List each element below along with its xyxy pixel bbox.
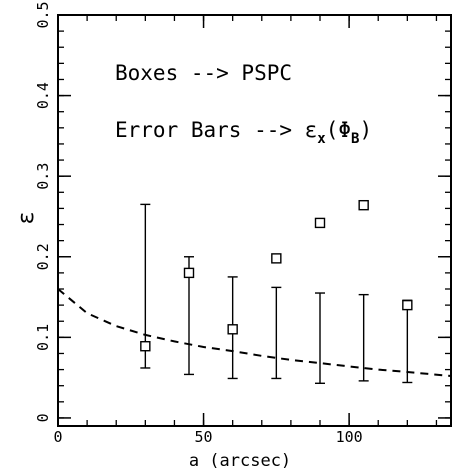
- error-bar: [140, 203, 151, 369]
- model-curve: [57, 288, 452, 377]
- x-axis-title: a (arcsec): [189, 451, 291, 471]
- annotation-boxes: Boxes --> PSPC: [115, 61, 292, 85]
- y-tick-label: 0.5: [34, 1, 52, 28]
- x-tick-label: 0: [53, 428, 62, 446]
- pspc-box-marker: [358, 199, 369, 211]
- x-tick-label: 100: [336, 428, 363, 446]
- tick-labels: 0 50 100 0 0.1 0.2 0.3 0.4 0.5: [34, 1, 363, 446]
- pspc-box-marker: [140, 341, 151, 352]
- model-curve-layer: [57, 288, 452, 377]
- pspc-box-marker: [183, 267, 195, 279]
- pspc-box-marker: [402, 299, 413, 311]
- y-tick-label: 0.3: [34, 163, 52, 190]
- plot-frame: [57, 14, 452, 427]
- y-axis-title: ε: [14, 211, 39, 224]
- pspc-boxes-layer: [140, 199, 413, 352]
- pspc-box-marker: [271, 253, 282, 264]
- error-bar: [402, 299, 413, 384]
- y-tick-label: 0.2: [34, 243, 52, 270]
- x-tick-label: 50: [195, 428, 213, 446]
- y-tick-label: 0.4: [34, 82, 52, 109]
- error-bar: [271, 286, 282, 380]
- pspc-box-marker: [227, 324, 238, 335]
- y-tick-label: 0.1: [34, 324, 52, 351]
- error-bar: [315, 292, 325, 384]
- pspc-box-marker: [314, 217, 326, 229]
- error-bars-layer: [140, 203, 413, 384]
- annotation-error-bars: Error Bars --> εx(ΦB): [115, 118, 372, 147]
- error-bar: [358, 293, 369, 382]
- y-tick-label: 0: [34, 413, 52, 422]
